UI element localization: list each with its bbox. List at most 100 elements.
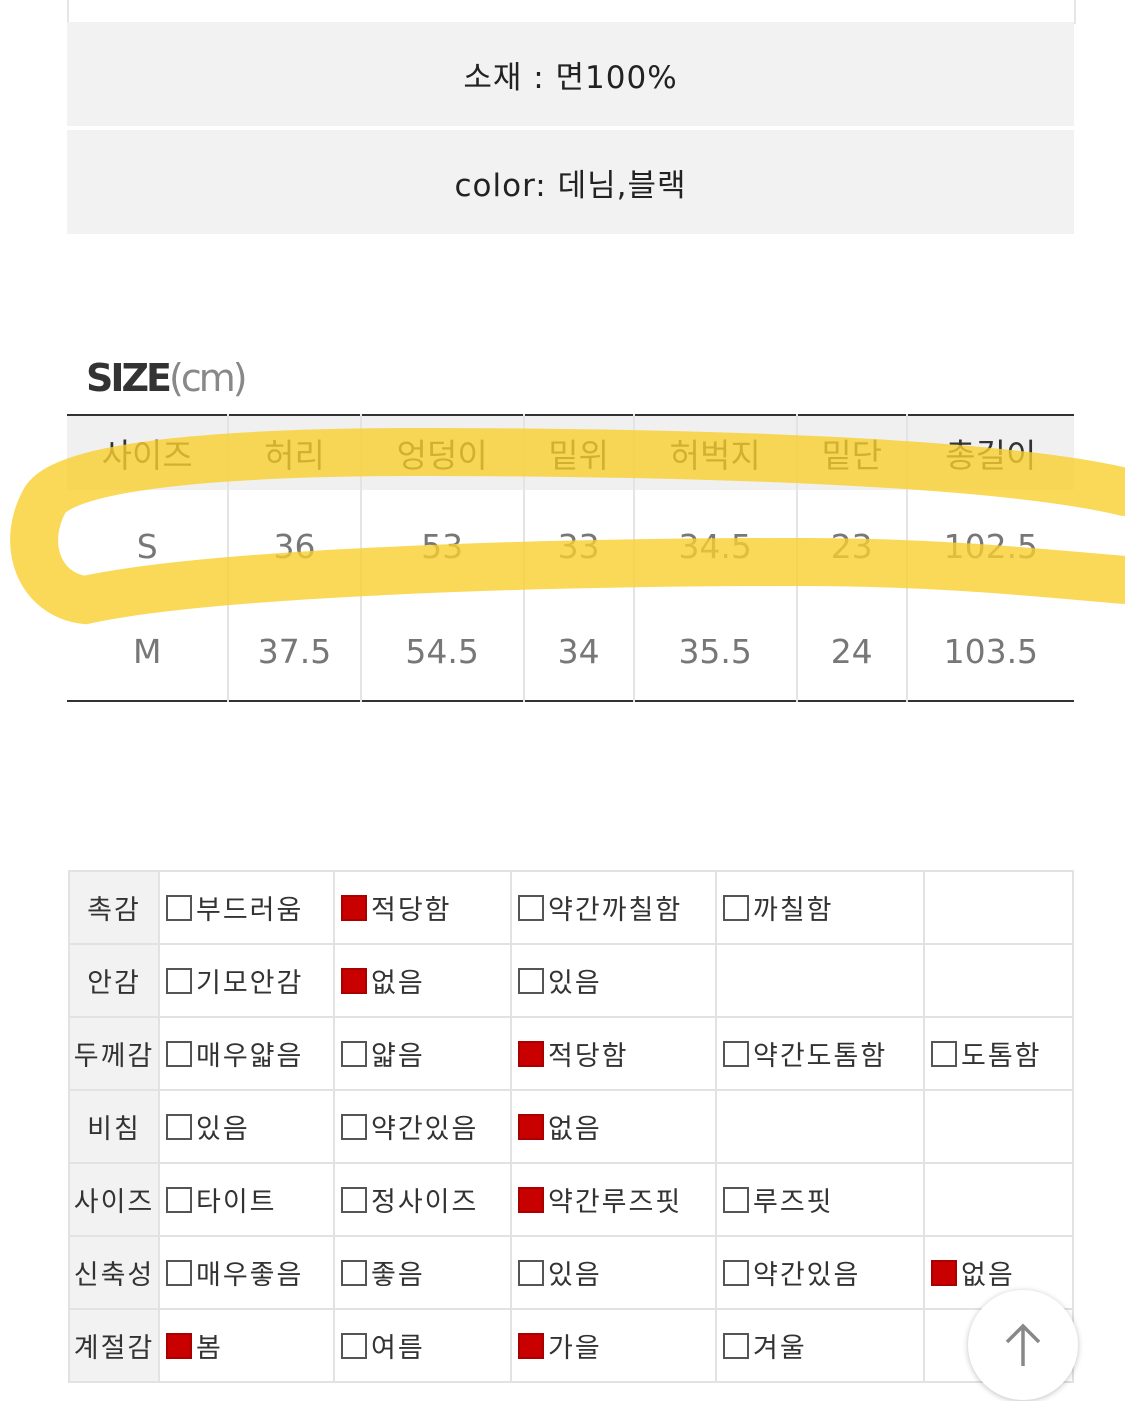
attribute-cell xyxy=(923,1089,1074,1164)
size-cell: 24 xyxy=(795,602,907,701)
unchecked-box-icon xyxy=(166,967,192,994)
size-cell: 37.5 xyxy=(227,602,361,701)
attribute-option-label: 매우얇음 xyxy=(196,1041,304,1072)
attribute-option-label: 약간도톰함 xyxy=(753,1041,888,1072)
attribute-cell: 가을 xyxy=(510,1308,717,1383)
size-row-s: S 36 53 33 34.5 23 102.5 xyxy=(67,490,1074,602)
attribute-cell: 적당함 xyxy=(510,1016,717,1091)
attribute-cell xyxy=(923,1162,1074,1237)
attribute-cell: 있음 xyxy=(158,1089,335,1164)
attribute-cell: 도톰함 xyxy=(923,1016,1074,1091)
size-header-row: 사이즈 허리 엉덩이 밑위 허벅지 밑단 총길이 xyxy=(67,415,1074,490)
unchecked-box-icon xyxy=(341,1040,367,1067)
attribute-option-label: 정사이즈 xyxy=(371,1187,479,1218)
attribute-option-label: 없음 xyxy=(371,968,425,999)
size-cell: 35.5 xyxy=(632,602,797,701)
checked-box-icon xyxy=(166,1332,192,1359)
attribute-option-label: 얇음 xyxy=(371,1041,425,1072)
attribute-row: 두께감 매우얇음 얇음 적당함 약간도톰함 도톰함 xyxy=(68,1016,1074,1091)
attribute-label: 계절감 xyxy=(68,1308,160,1383)
color-row: color: 데님,블랙 xyxy=(67,130,1074,234)
attribute-label: 신축성 xyxy=(68,1235,160,1310)
attribute-option-label: 약간있음 xyxy=(371,1114,479,1145)
attribute-cell xyxy=(715,943,925,1018)
checked-box-icon xyxy=(341,967,367,994)
attribute-cell: 매우좋음 xyxy=(158,1235,335,1310)
attribute-row: 비침 있음 약간있음 없음 xyxy=(68,1089,1074,1164)
attribute-cell: 약간까칠함 xyxy=(510,870,717,945)
attribute-row: 촉감 부드러움 적당함 약간까칠함 까칠함 xyxy=(68,870,1074,945)
attribute-option-label: 적당함 xyxy=(548,1041,629,1072)
attribute-option-label: 여름 xyxy=(371,1333,425,1364)
attribute-cell: 루즈핏 xyxy=(715,1162,925,1237)
size-header-cell: 사이즈 xyxy=(67,415,229,490)
attribute-cell: 얇음 xyxy=(333,1016,512,1091)
size-title: SIZE(cm) xyxy=(86,356,248,400)
checked-box-icon xyxy=(931,1259,957,1286)
attribute-cell: 좋음 xyxy=(333,1235,512,1310)
attribute-label: 안감 xyxy=(68,943,160,1018)
attribute-option-label: 기모안감 xyxy=(196,968,304,999)
unchecked-box-icon xyxy=(723,1259,749,1286)
size-cell: S xyxy=(136,526,158,566)
size-cell: 34 xyxy=(522,602,634,701)
size-cell: 23 xyxy=(795,490,907,602)
attribute-option-label: 약간까칠함 xyxy=(548,895,683,926)
attribute-label: 촉감 xyxy=(68,870,160,945)
attribute-label: 사이즈 xyxy=(68,1162,160,1237)
size-cell: 102.5 xyxy=(905,490,1074,602)
size-cell: 103.5 xyxy=(905,602,1074,701)
attribute-option-label: 있음 xyxy=(548,968,602,999)
unchecked-box-icon xyxy=(341,1186,367,1213)
attribute-cell: 약간도톰함 xyxy=(715,1016,925,1091)
size-title-bold: SIZE xyxy=(86,356,172,400)
attribute-cell xyxy=(923,943,1074,1018)
unchecked-box-icon xyxy=(341,1259,367,1286)
attribute-option-label: 타이트 xyxy=(196,1187,277,1218)
unchecked-box-icon xyxy=(723,894,749,921)
attribute-option-label: 있음 xyxy=(548,1260,602,1291)
size-row-m: M 37.5 54.5 34 35.5 24 103.5 xyxy=(67,602,1074,701)
scroll-to-top-button[interactable] xyxy=(968,1290,1078,1400)
unchecked-box-icon xyxy=(723,1040,749,1067)
attribute-option-label: 있음 xyxy=(196,1114,250,1145)
unchecked-box-icon xyxy=(931,1040,957,1067)
unchecked-box-icon xyxy=(166,1186,192,1213)
attribute-cell: 매우얇음 xyxy=(158,1016,335,1091)
checked-box-icon xyxy=(518,1186,544,1213)
size-header-cell: 허리 xyxy=(227,415,361,490)
attribute-option-label: 도톰함 xyxy=(961,1041,1042,1072)
info-box-top xyxy=(67,0,1076,24)
attribute-option-label: 좋음 xyxy=(371,1260,425,1291)
attribute-cell: 없음 xyxy=(510,1089,717,1164)
checked-box-icon xyxy=(341,894,367,921)
size-header-cell: 총길이 xyxy=(905,415,1074,490)
attribute-option-label: 까칠함 xyxy=(753,895,834,926)
unchecked-box-icon xyxy=(166,894,192,921)
attribute-option-label: 매우좋음 xyxy=(196,1260,304,1291)
attribute-cell: 까칠함 xyxy=(715,870,925,945)
attribute-option-label: 없음 xyxy=(961,1260,1015,1291)
attribute-option-label: 가을 xyxy=(548,1333,602,1364)
size-cell: 33 xyxy=(522,490,634,602)
attribute-label: 두께감 xyxy=(68,1016,160,1091)
attribute-cell xyxy=(715,1089,925,1164)
attribute-cell: 여름 xyxy=(333,1308,512,1383)
checked-box-icon xyxy=(518,1332,544,1359)
checked-box-icon xyxy=(518,1113,544,1140)
attribute-option-label: 루즈핏 xyxy=(753,1187,834,1218)
unchecked-box-icon xyxy=(166,1113,192,1140)
unchecked-box-icon xyxy=(723,1186,749,1213)
attribute-row: 계절감 봄 여름 가을 겨울 xyxy=(68,1308,1074,1383)
attribute-cell: 없음 xyxy=(333,943,512,1018)
size-header-cell: 엉덩이 xyxy=(359,415,524,490)
attribute-option-label: 적당함 xyxy=(371,895,452,926)
attribute-option-label: 약간루즈핏 xyxy=(548,1187,683,1218)
unchecked-box-icon xyxy=(723,1332,749,1359)
size-cell: 34.5 xyxy=(632,490,797,602)
attribute-label: 비침 xyxy=(68,1089,160,1164)
attribute-option-label: 없음 xyxy=(548,1114,602,1145)
size-cell: 53 xyxy=(359,490,524,602)
size-cell: 36 xyxy=(227,490,361,602)
checked-box-icon xyxy=(518,1040,544,1067)
